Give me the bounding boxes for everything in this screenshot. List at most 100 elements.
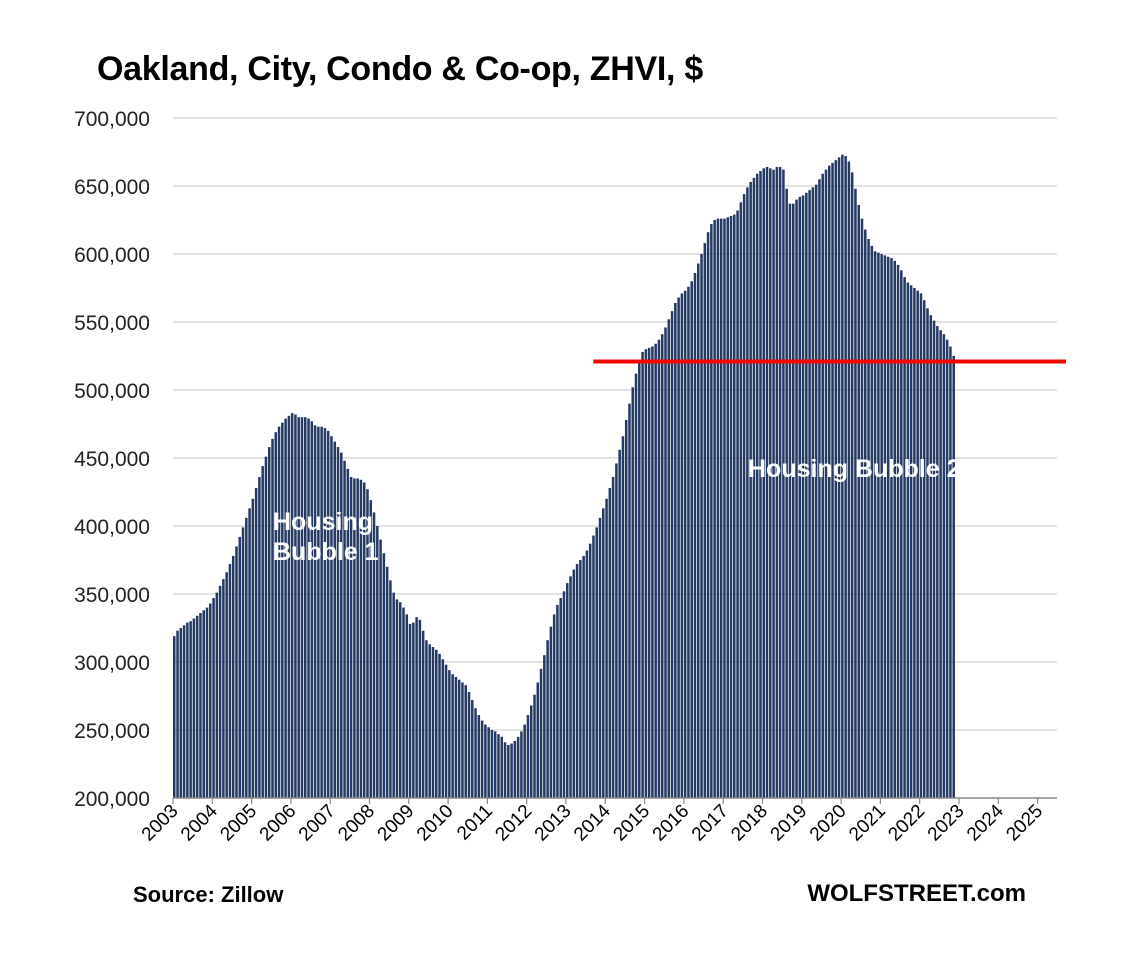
bar <box>588 543 592 798</box>
bar <box>520 731 523 798</box>
bar <box>778 166 782 798</box>
bar <box>608 487 612 798</box>
bar <box>490 730 494 798</box>
bar <box>785 188 788 799</box>
bar <box>680 293 684 798</box>
bar <box>559 598 562 798</box>
bar <box>231 555 235 798</box>
bar <box>523 724 526 798</box>
bar <box>697 263 700 798</box>
bar <box>218 585 222 798</box>
gridlines <box>173 117 1057 731</box>
y-tick-label: 400,000 <box>74 516 150 539</box>
bar <box>801 195 805 798</box>
bar <box>382 553 386 798</box>
bar <box>533 694 536 798</box>
bar <box>814 184 818 798</box>
bar <box>569 576 572 798</box>
bar <box>238 536 242 798</box>
bar <box>376 526 379 798</box>
bar <box>602 508 605 798</box>
bar <box>435 649 438 798</box>
bar <box>271 438 274 798</box>
bar <box>359 479 363 798</box>
bar <box>703 243 707 798</box>
bar <box>480 720 484 798</box>
bar <box>228 564 232 798</box>
bar <box>844 156 847 798</box>
bar <box>805 192 808 799</box>
bar <box>340 452 343 798</box>
bar <box>867 239 870 799</box>
bar <box>749 181 752 799</box>
bar <box>402 607 405 798</box>
bar <box>916 290 919 798</box>
bar <box>366 489 369 798</box>
bar <box>215 592 219 798</box>
bar <box>333 441 336 798</box>
bar <box>929 315 933 798</box>
bar <box>195 615 199 798</box>
x-tick-label: 2005 <box>216 801 261 846</box>
bar <box>769 168 772 798</box>
bar <box>687 286 690 798</box>
bar <box>739 202 743 798</box>
bar <box>723 218 726 798</box>
y-tick-label: 450,000 <box>74 448 150 471</box>
bar <box>834 160 838 798</box>
chart-title: Oakland, City, Condo & Co-op, ZHVI, $ <box>97 50 703 88</box>
bar <box>536 682 540 798</box>
bar <box>638 361 641 798</box>
bar <box>267 447 271 798</box>
bar <box>471 700 474 798</box>
bar <box>379 539 382 798</box>
bar <box>277 426 281 798</box>
bar <box>326 430 330 798</box>
bar <box>611 477 615 798</box>
bar <box>336 447 340 798</box>
bar <box>660 334 664 798</box>
x-tick-label: 2006 <box>256 801 301 846</box>
bar <box>729 215 733 799</box>
bar <box>261 466 264 798</box>
bar <box>664 327 667 798</box>
x-tick-label: 2019 <box>767 801 812 846</box>
bar <box>719 218 723 798</box>
bar <box>281 422 284 798</box>
bar <box>310 421 314 798</box>
bar <box>896 264 900 798</box>
bar <box>415 617 418 798</box>
bar <box>942 334 946 798</box>
bar <box>765 166 769 798</box>
bar <box>936 326 939 798</box>
bar <box>939 330 942 798</box>
bar <box>572 569 576 798</box>
bar <box>405 614 409 798</box>
bars <box>173 154 955 799</box>
bar <box>582 555 585 798</box>
bar <box>880 254 883 798</box>
bar <box>192 618 196 798</box>
bar <box>225 572 228 798</box>
bar <box>775 166 779 798</box>
bar <box>575 564 579 798</box>
bar <box>726 217 729 798</box>
bar <box>864 229 867 798</box>
bar <box>248 508 251 798</box>
bar <box>313 425 317 798</box>
bar <box>320 426 323 798</box>
bar <box>890 258 893 799</box>
bar <box>254 487 258 798</box>
bar <box>647 347 651 798</box>
bar <box>369 500 373 798</box>
bar <box>752 177 756 799</box>
bar <box>392 592 395 798</box>
bar <box>539 668 543 798</box>
bar <box>454 676 458 798</box>
bar <box>683 290 687 798</box>
bar <box>317 426 320 798</box>
bar <box>618 449 621 798</box>
bar <box>222 579 225 798</box>
